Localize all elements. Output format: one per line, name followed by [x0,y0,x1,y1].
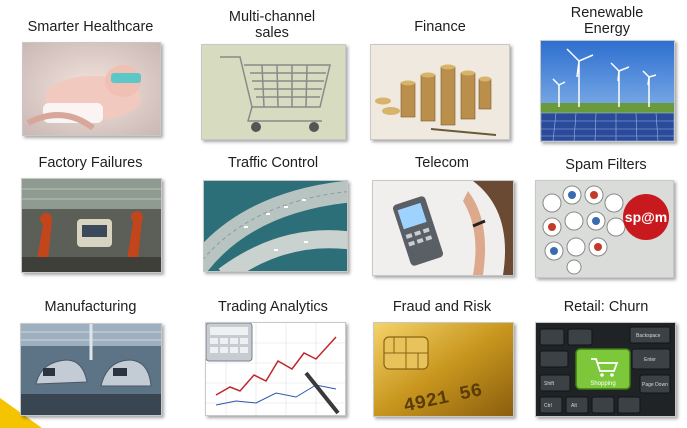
tile-label: Spam Filters [565,157,647,173]
tile-label: Renewable Energy [570,5,644,37]
tile-label: Factory Failures [38,155,143,171]
tile-label: Smarter Healthcare [27,19,154,35]
shopping-key-label: Shopping [590,381,615,387]
tile-label: Multi-channel sales [228,9,316,41]
tile-fraud-and-risk[interactable]: Fraud and Risk 4921 56 [368,298,516,418]
tile-label: Traffic Control [227,155,319,171]
key-page-down-label: Page Down [642,382,668,388]
tile-label: Telecom [415,155,469,171]
tile-renewable-energy[interactable]: Renewable Energy [536,4,678,142]
tile-finance[interactable]: Finance [366,18,514,140]
newborn-baby-icon [22,42,161,136]
key-ctrl-label: Ctrl [544,403,552,409]
key-shift-label: Shift [544,381,555,387]
tile-smarter-healthcare[interactable]: Smarter Healthcare [18,18,163,138]
tile-label: Retail: Churn [563,299,649,315]
tile-factory-failures[interactable]: Factory Failures [18,154,163,274]
tile-label: Fraud and Risk [392,299,492,315]
tile-label: Trading Analytics [218,299,328,315]
tile-retail-churn[interactable]: Retail: Churn Shopping Backspace Enter S… [532,298,680,418]
tile-traffic-control[interactable]: Traffic Control [196,154,350,274]
spam-logos-icon: sp@m [535,180,674,278]
coin-stacks-icon [370,44,510,140]
key-enter-label: Enter [644,357,656,363]
keyboard-shopping-key-icon: Shopping Backspace Enter Shift Page Down… [535,322,676,417]
wind-turbines-solar-icon [540,40,675,142]
factory-robots-icon [21,178,162,273]
tile-label: Finance [414,19,466,35]
tile-manufacturing[interactable]: Manufacturing [18,298,163,418]
highway-interchange-icon [203,180,348,272]
key-backspace-label: Backspace [636,333,661,339]
shopping-cart-icon [201,44,346,140]
tile-label: Manufacturing [44,299,137,315]
mobile-phone-icon [372,180,514,276]
spam-logo-text: sp@m [625,209,667,225]
tile-trading-analytics[interactable]: Trading Analytics [196,298,350,418]
key-alt-label: Alt [571,403,577,409]
calculator-chart-icon [205,322,346,416]
car-assembly-line-icon [20,323,162,416]
credit-card-chip-icon: 4921 56 [373,322,514,417]
tile-spam-filters[interactable]: Spam Filters sp@m [532,156,680,282]
tile-multi-channel-sales[interactable]: Multi-channel sales [195,8,349,140]
tile-telecom[interactable]: Telecom [368,154,516,278]
